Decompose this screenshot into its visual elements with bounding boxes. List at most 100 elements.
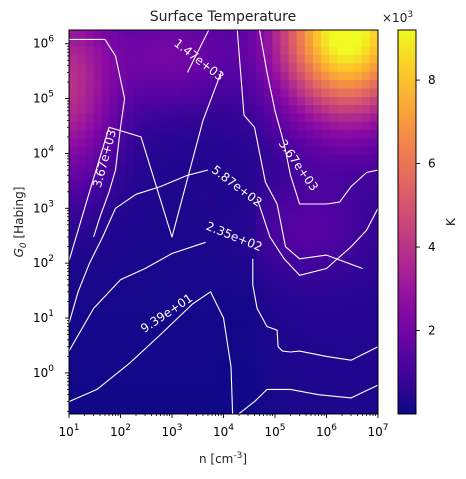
heatmap-cell bbox=[69, 230, 78, 240]
heatmap-cell bbox=[134, 363, 143, 373]
heatmap-cell bbox=[256, 105, 265, 115]
heatmap-cell bbox=[223, 63, 233, 73]
heatmap-cell bbox=[85, 71, 94, 81]
heatmap-cell bbox=[329, 30, 338, 39]
heatmap-cell bbox=[361, 88, 371, 98]
heatmap-cell bbox=[369, 338, 378, 348]
heatmap-cell bbox=[117, 263, 127, 273]
heatmap-cell bbox=[117, 96, 127, 106]
heatmap-cell bbox=[142, 397, 151, 407]
heatmap-cell bbox=[150, 330, 160, 340]
heatmap-cell bbox=[345, 313, 355, 323]
heatmap-cell bbox=[215, 171, 225, 181]
heatmap-cell bbox=[223, 238, 233, 248]
heatmap-cell bbox=[134, 96, 143, 106]
heatmap-cell bbox=[85, 405, 94, 414]
heatmap-cell bbox=[174, 96, 184, 106]
heatmap-cell bbox=[199, 188, 208, 198]
heatmap-cell bbox=[223, 213, 233, 223]
heatmap-cell bbox=[345, 105, 355, 115]
heatmap-cell bbox=[361, 230, 371, 240]
heatmap-cell bbox=[207, 338, 216, 348]
heatmap-cell bbox=[174, 55, 184, 64]
heatmap-cell bbox=[117, 247, 127, 256]
heatmap-cell bbox=[239, 363, 249, 373]
heatmap-cell bbox=[353, 55, 363, 64]
heatmap-cell bbox=[312, 272, 322, 282]
heatmap-cell bbox=[239, 121, 249, 131]
heatmap-cell bbox=[158, 46, 168, 56]
heatmap-cell bbox=[369, 46, 378, 56]
heatmap-cell bbox=[231, 247, 241, 256]
heatmap-cell bbox=[199, 80, 208, 90]
heatmap-cell bbox=[321, 63, 330, 73]
heatmap-cell bbox=[150, 380, 160, 390]
heatmap-cell bbox=[101, 397, 111, 407]
heatmap-cell bbox=[190, 388, 200, 398]
heatmap-cell bbox=[134, 247, 143, 256]
heatmap-cell bbox=[321, 88, 330, 98]
heatmap-cell bbox=[215, 155, 225, 165]
heatmap-cell bbox=[117, 305, 127, 315]
heatmap-cell bbox=[337, 213, 347, 223]
heatmap-cell bbox=[280, 397, 290, 407]
heatmap-cell bbox=[288, 222, 298, 231]
heatmap-cell bbox=[182, 163, 192, 173]
heatmap-cell bbox=[182, 397, 192, 407]
heatmap-cell bbox=[207, 205, 216, 215]
heatmap-cell bbox=[125, 46, 135, 56]
heatmap-cell bbox=[321, 196, 330, 206]
heatmap-cell bbox=[321, 46, 330, 56]
heatmap-cell bbox=[174, 280, 184, 290]
heatmap-cell bbox=[109, 205, 119, 215]
heatmap-cell bbox=[158, 155, 168, 165]
heatmap-cell bbox=[321, 305, 330, 315]
heatmap-cell bbox=[256, 71, 265, 81]
heatmap-cell bbox=[223, 330, 233, 340]
heatmap-cell bbox=[223, 113, 233, 123]
heatmap-cell bbox=[150, 263, 160, 273]
heatmap-cell bbox=[134, 388, 143, 398]
heatmap-cell bbox=[77, 263, 86, 273]
heatmap-cell bbox=[272, 255, 282, 265]
heatmap-cell bbox=[369, 247, 378, 256]
heatmap-cell bbox=[166, 297, 176, 307]
heatmap-cell bbox=[150, 397, 160, 407]
heatmap-cell bbox=[223, 272, 233, 282]
heatmap-cell bbox=[158, 263, 168, 273]
heatmap-cell bbox=[223, 397, 233, 407]
heatmap-cell bbox=[166, 397, 176, 407]
heatmap-cell bbox=[312, 222, 322, 231]
heatmap-cell bbox=[69, 372, 78, 382]
heatmap-cell bbox=[296, 255, 306, 265]
heatmap-cell bbox=[239, 255, 249, 265]
heatmap-cell bbox=[321, 272, 330, 282]
heatmap-cell bbox=[109, 88, 119, 98]
heatmap-cell bbox=[247, 330, 257, 340]
heatmap-cell bbox=[280, 188, 290, 198]
heatmap-cell bbox=[231, 88, 241, 98]
heatmap-cell bbox=[158, 105, 168, 115]
heatmap-cell bbox=[288, 188, 298, 198]
heatmap-cell bbox=[256, 322, 265, 332]
heatmap-cell bbox=[361, 355, 371, 365]
heatmap-cell bbox=[304, 355, 314, 365]
heatmap-cell bbox=[182, 322, 192, 332]
heatmap-cell bbox=[353, 96, 363, 106]
heatmap-cell bbox=[142, 255, 151, 265]
heatmap-cell bbox=[288, 163, 298, 173]
heatmap-cell bbox=[199, 288, 208, 298]
heatmap-cell bbox=[207, 347, 216, 357]
heatmap-cell bbox=[345, 205, 355, 215]
heatmap-cell bbox=[207, 355, 216, 365]
heatmap-cell bbox=[304, 313, 314, 323]
heatmap-cell bbox=[345, 171, 355, 181]
heatmap-cell bbox=[256, 96, 265, 106]
heatmap-cell bbox=[321, 397, 330, 407]
heatmap-cell bbox=[288, 171, 298, 181]
heatmap-cell bbox=[361, 138, 371, 148]
heatmap-cell bbox=[312, 280, 322, 290]
heatmap-cell bbox=[142, 363, 151, 373]
heatmap-cell bbox=[69, 155, 78, 165]
